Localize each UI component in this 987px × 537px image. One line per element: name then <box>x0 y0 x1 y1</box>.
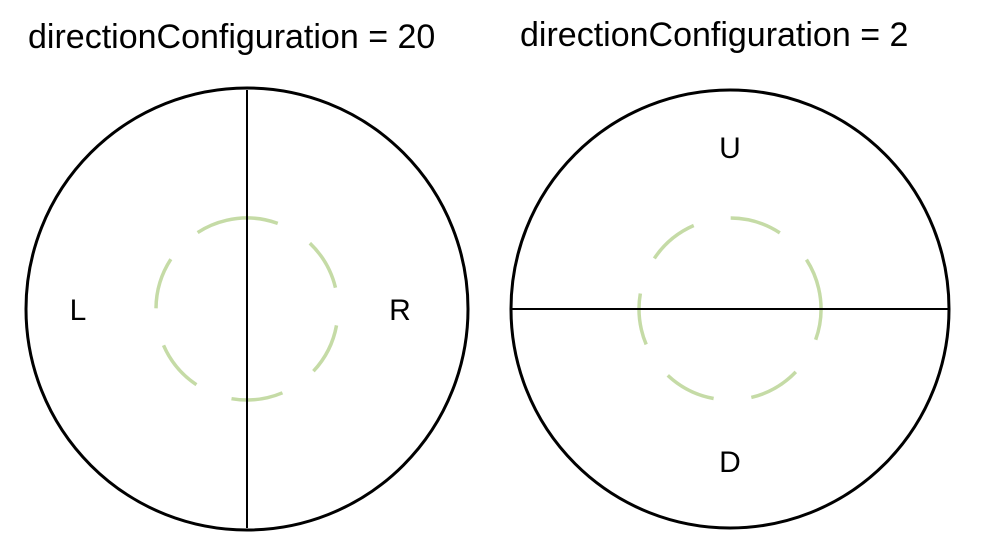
region-label-up: U <box>719 132 741 165</box>
region-label-left: L <box>70 294 87 327</box>
diagram-right-title: directionConfiguration = 2 <box>520 16 908 54</box>
diagram-left: directionConfiguration = 20 L R <box>24 18 470 532</box>
region-label-down: D <box>719 446 741 479</box>
region-label-right: R <box>389 294 411 327</box>
diagram-right-dashed-ring <box>637 216 823 402</box>
diagram-right: directionConfiguration = 2 U D <box>509 16 951 530</box>
diagram-left-title: directionConfiguration = 20 <box>28 18 435 56</box>
diagram-left-dashed-ring <box>154 216 340 402</box>
diagram-left-outer-circle <box>24 86 470 532</box>
